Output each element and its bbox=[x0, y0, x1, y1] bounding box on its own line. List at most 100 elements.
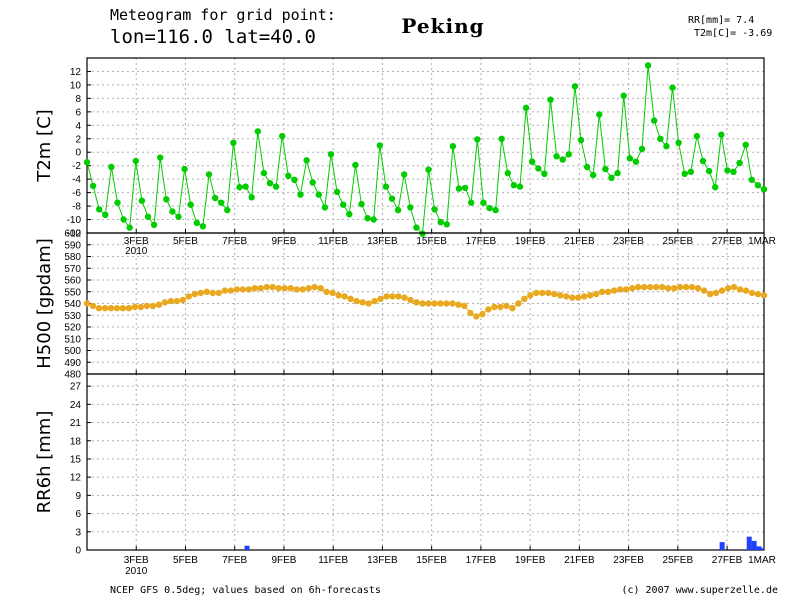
x-tick-label: 19FEB bbox=[515, 555, 546, 566]
h500-data-point bbox=[209, 289, 216, 297]
t2m-data-point bbox=[474, 136, 481, 143]
x-tick-label: 27FEB bbox=[712, 236, 743, 247]
h500-data-point bbox=[659, 283, 666, 291]
x-tick-label: 25FEB bbox=[663, 236, 694, 247]
t2m-data-point bbox=[425, 166, 432, 173]
h500-data-point bbox=[125, 305, 133, 312]
h500-data-point bbox=[377, 295, 384, 302]
h500-data-point bbox=[143, 302, 151, 310]
h500-data-point bbox=[293, 286, 300, 293]
t2m-data-point bbox=[565, 151, 572, 158]
t2m-data-point bbox=[303, 157, 310, 164]
x-tick-label: 15FEB bbox=[416, 555, 447, 566]
t2m-data-point bbox=[468, 199, 475, 206]
h500-data-point bbox=[605, 288, 612, 295]
h500-data-point bbox=[551, 290, 558, 298]
x-tick-sublabel: 2010 bbox=[125, 246, 148, 257]
x-tick-label: 23FEB bbox=[613, 236, 644, 247]
y-tick-label: 550 bbox=[64, 287, 81, 298]
t2m-series-line bbox=[86, 65, 765, 235]
t2m-data-point bbox=[638, 145, 646, 153]
h500-data-point bbox=[664, 285, 672, 292]
h500-data-point bbox=[245, 286, 252, 293]
h500-data-point bbox=[287, 285, 294, 292]
h500-data-point bbox=[694, 285, 702, 292]
h500-data-point bbox=[718, 287, 726, 294]
t2m-data-point bbox=[437, 219, 444, 226]
h500-data-point bbox=[401, 294, 408, 301]
h500-data-point bbox=[455, 301, 462, 308]
h500-data-point bbox=[89, 302, 97, 310]
y-tick-label: 3 bbox=[75, 527, 81, 538]
h500-data-point bbox=[611, 287, 618, 294]
h500-data-point bbox=[383, 293, 390, 300]
h500-data-point bbox=[281, 285, 288, 292]
t2m-data-point bbox=[108, 163, 115, 171]
h500-data-point bbox=[419, 300, 426, 307]
x-tick-label: 19FEB bbox=[515, 236, 546, 247]
t2m-data-point bbox=[602, 165, 609, 173]
t2m-data-point bbox=[382, 183, 390, 190]
x-tick-label: 5FEB bbox=[173, 555, 198, 566]
t2m-data-point bbox=[126, 224, 133, 231]
h500-data-point bbox=[425, 300, 432, 307]
t2m-data-point bbox=[181, 165, 188, 173]
h500-data-point bbox=[269, 283, 276, 291]
h500-data-point bbox=[131, 303, 139, 311]
h500-data-point bbox=[251, 285, 258, 292]
t2m-data-point bbox=[297, 191, 304, 198]
t2m-data-point bbox=[163, 196, 170, 203]
t2m-data-point bbox=[718, 131, 725, 138]
h500-data-point bbox=[431, 300, 438, 307]
t2m-data-point bbox=[376, 142, 383, 149]
h500-data-point bbox=[257, 285, 264, 292]
t2m-data-point bbox=[504, 169, 511, 177]
h500-data-point bbox=[563, 293, 570, 300]
x-tick-label: 9FEB bbox=[271, 236, 296, 247]
t2m-data-point bbox=[644, 62, 652, 69]
h500-data-point bbox=[736, 286, 744, 293]
t2m-data-point bbox=[712, 184, 719, 191]
h500-data-point bbox=[641, 283, 648, 291]
h500-data-point bbox=[305, 285, 312, 292]
t2m-data-point bbox=[742, 141, 749, 148]
y-tick-label: 580 bbox=[64, 252, 81, 263]
h500-data-point bbox=[329, 289, 336, 297]
h500-data-point bbox=[485, 306, 492, 313]
y-tick-label: 6 bbox=[75, 107, 81, 118]
t2m-data-point bbox=[596, 111, 603, 118]
t2m-data-point bbox=[254, 128, 261, 135]
y-tick-label: 9 bbox=[75, 491, 81, 502]
t2m-data-point bbox=[364, 215, 371, 222]
x-tick-label: 3FEB bbox=[124, 555, 149, 566]
t2m-data-point bbox=[388, 195, 396, 202]
t2m-data-point bbox=[705, 167, 713, 175]
x-tick-label: 7FEB bbox=[222, 555, 247, 566]
t2m-data-point bbox=[419, 230, 426, 237]
t2m-data-point bbox=[681, 170, 688, 177]
h500-data-point bbox=[407, 296, 414, 304]
h500-data-point bbox=[113, 305, 121, 312]
x-tick-label: 21FEB bbox=[564, 236, 595, 247]
h500-data-point bbox=[347, 295, 354, 302]
h500-data-point bbox=[341, 293, 348, 300]
t2m-data-point bbox=[413, 224, 420, 231]
t2m-data-point bbox=[651, 117, 658, 124]
x-tick-label: 21FEB bbox=[564, 555, 595, 566]
h500-data-point bbox=[653, 283, 660, 291]
h500-data-point bbox=[107, 305, 115, 312]
t2m-current-info: T2m[C]= -3.69 bbox=[694, 28, 772, 39]
t2m-data-point bbox=[632, 158, 640, 165]
t2m-data-point bbox=[553, 153, 560, 160]
y-tick-label: 10 bbox=[70, 80, 82, 91]
y-tick-label: -6 bbox=[72, 188, 81, 199]
t2m-data-point bbox=[120, 216, 127, 223]
t2m-data-point bbox=[132, 157, 139, 165]
t2m-data-point bbox=[211, 194, 219, 202]
h500-data-point bbox=[227, 287, 234, 294]
h500-data-point bbox=[479, 310, 486, 318]
t2m-data-point bbox=[614, 169, 621, 177]
t2m-data-point bbox=[285, 172, 292, 179]
t2m-data-point bbox=[535, 165, 542, 172]
